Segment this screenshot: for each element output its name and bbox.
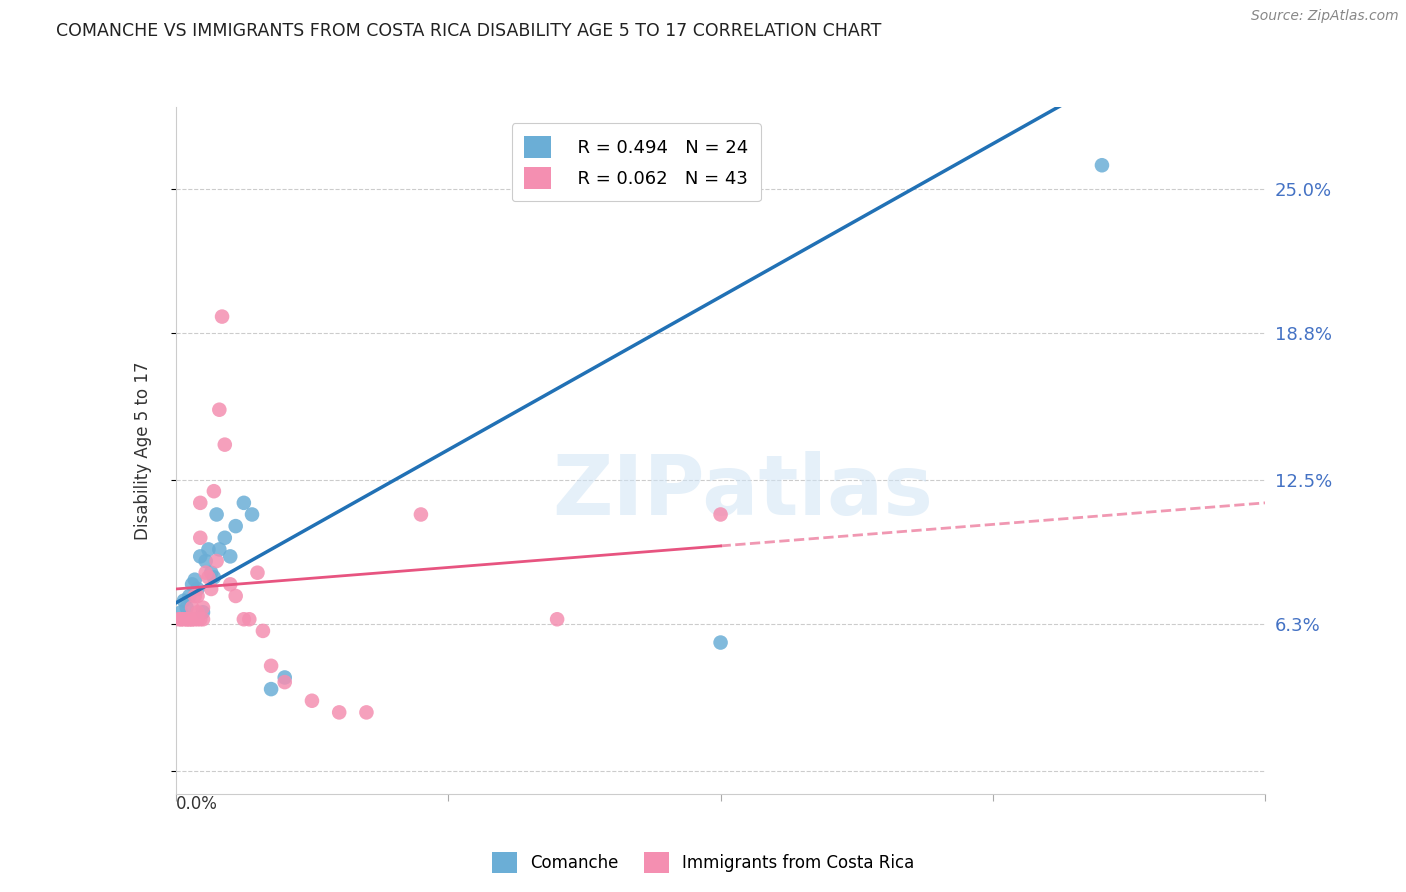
Text: COMANCHE VS IMMIGRANTS FROM COSTA RICA DISABILITY AGE 5 TO 17 CORRELATION CHART: COMANCHE VS IMMIGRANTS FROM COSTA RICA D…: [56, 22, 882, 40]
Point: [191, 600, 214, 615]
Point: [184, 589, 207, 603]
Point: [170, 612, 193, 626]
Point: [179, 589, 201, 603]
Point: [173, 593, 195, 607]
Point: [181, 612, 204, 626]
Point: [1091, 158, 1114, 172]
Text: ZIPatlas: ZIPatlas: [553, 451, 932, 533]
Point: [546, 612, 568, 626]
Point: [170, 605, 193, 619]
Point: [328, 706, 350, 720]
Point: [186, 589, 209, 603]
Point: [710, 508, 733, 522]
Point: [240, 508, 263, 522]
Point: [205, 554, 228, 568]
Point: [219, 577, 242, 591]
Legend:   R = 0.494   N = 24,   R = 0.062   N = 43: R = 0.494 N = 24, R = 0.062 N = 43: [512, 123, 761, 202]
Legend: Comanche, Immigrants from Costa Rica: Comanche, Immigrants from Costa Rica: [485, 846, 921, 880]
Point: [214, 531, 236, 545]
Point: [186, 582, 209, 596]
Point: [167, 612, 190, 626]
Point: [202, 484, 225, 499]
Point: [214, 437, 236, 451]
Point: [260, 682, 283, 697]
Point: [200, 566, 222, 580]
Point: [176, 612, 198, 626]
Point: [197, 542, 219, 557]
Point: [409, 508, 432, 522]
Point: [232, 496, 254, 510]
Point: [181, 600, 204, 615]
Point: [188, 496, 211, 510]
Point: [179, 612, 201, 626]
Point: [225, 589, 247, 603]
Point: [194, 566, 217, 580]
Point: [246, 566, 269, 580]
Point: [208, 542, 231, 557]
Point: [179, 612, 201, 626]
Point: [260, 658, 283, 673]
Point: [188, 531, 211, 545]
Point: [176, 600, 198, 615]
Point: [301, 694, 323, 708]
Point: [181, 577, 204, 591]
Point: [202, 570, 225, 584]
Point: [186, 612, 209, 626]
Point: [170, 612, 193, 626]
Point: [219, 549, 242, 564]
Text: Source: ZipAtlas.com: Source: ZipAtlas.com: [1251, 9, 1399, 23]
Point: [710, 635, 733, 649]
Point: [205, 508, 228, 522]
Point: [184, 612, 207, 626]
Text: 0.0%: 0.0%: [176, 796, 218, 814]
Point: [184, 573, 207, 587]
Point: [252, 624, 274, 638]
Y-axis label: Disability Age 5 to 17: Disability Age 5 to 17: [134, 361, 152, 540]
Point: [194, 554, 217, 568]
Point: [274, 675, 297, 690]
Point: [188, 549, 211, 564]
Point: [200, 582, 222, 596]
Point: [274, 670, 297, 684]
Point: [191, 612, 214, 626]
Point: [208, 402, 231, 417]
Point: [232, 612, 254, 626]
Point: [176, 612, 198, 626]
Point: [211, 310, 233, 324]
Point: [186, 605, 209, 619]
Point: [356, 706, 378, 720]
Point: [173, 612, 195, 626]
Point: [197, 570, 219, 584]
Point: [181, 612, 204, 626]
Point: [225, 519, 247, 533]
Point: [191, 605, 214, 619]
Point: [238, 612, 260, 626]
Point: [188, 612, 211, 626]
